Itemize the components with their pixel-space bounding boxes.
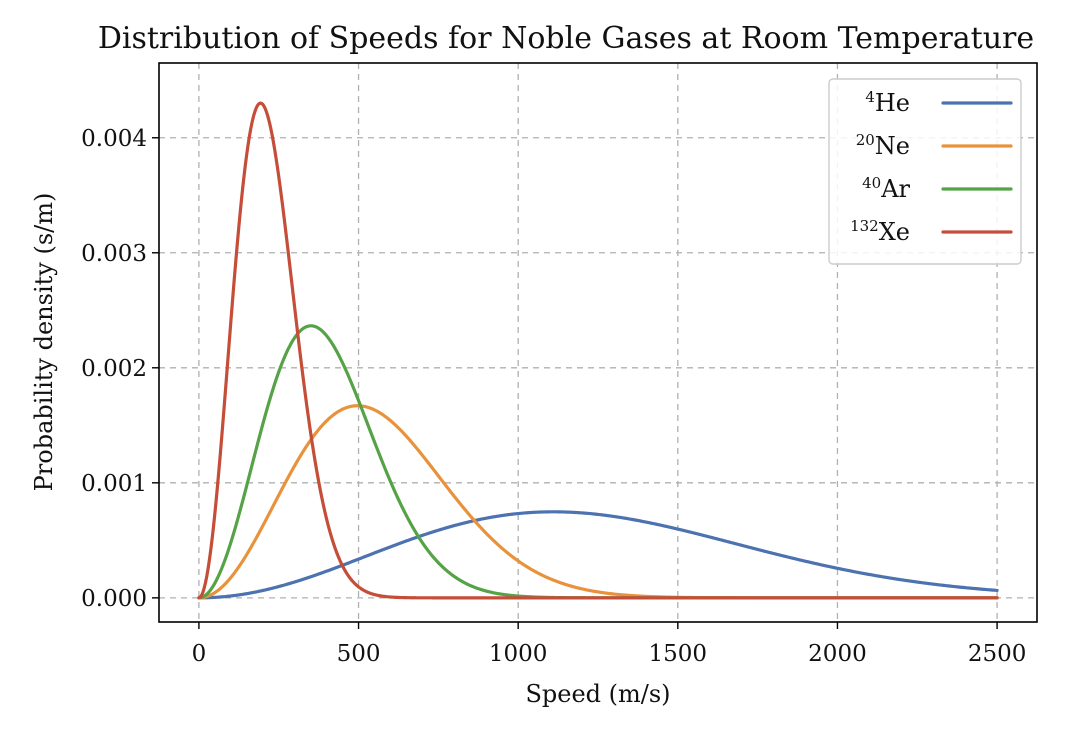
legend-element-name: He [875,89,910,117]
legend-element-name: Ar [880,175,910,203]
y-axis: 0.000 0.001 0.002 0.003 0.004 [81,126,159,612]
legend-superscript: 4 [865,88,875,106]
y-tick-label: 0.004 [81,126,147,152]
legend-superscript: 132 [850,217,879,235]
y-tick-label: 0.003 [81,241,147,267]
x-tick-label: 0 [192,641,207,667]
legend-element-name: Xe [879,218,910,246]
x-tick-label: 1000 [489,641,548,667]
x-tick-label: 2000 [808,641,867,667]
series-line-xe [197,101,999,600]
y-axis-label: Probability density (s/m) [30,193,58,492]
plot-frame [158,62,1038,623]
x-axis-label: Speed (m/s) [525,680,670,708]
series-line-ar [197,324,999,600]
y-tick-label: 0.002 [81,356,147,382]
legend-superscript: 20 [856,131,875,149]
legend-label-he: 4He [865,88,910,117]
series-group [197,101,999,600]
y-tick-label: 0.000 [81,586,147,612]
legend-label-ne: 20Ne [856,131,910,160]
x-axis: 0 500 1000 1500 2000 2500 [192,622,1027,667]
series-line-ne [197,404,999,600]
x-tick-label: 1500 [649,641,708,667]
legend-superscript: 40 [862,174,881,192]
legend-box [828,78,1022,265]
legend-element-name: Ne [875,132,910,160]
chart-title: Distribution of Speeds for Noble Gases a… [98,21,1034,56]
x-tick-label: 2500 [968,641,1027,667]
legend-label-xe: 132Xe [850,217,910,246]
legend-label-ar: 40Ar [862,174,910,203]
series-line-he [197,510,999,600]
x-tick-label: 500 [337,641,381,667]
y-tick-label: 0.001 [81,471,147,497]
